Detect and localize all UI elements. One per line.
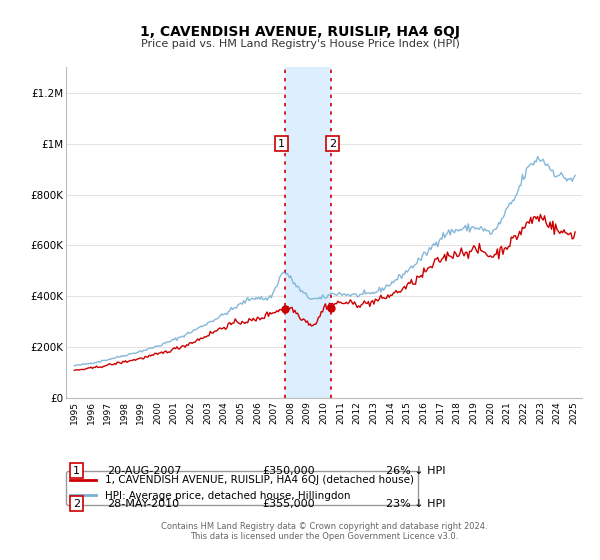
Text: 2: 2: [73, 498, 80, 508]
Text: Contains HM Land Registry data © Crown copyright and database right 2024.
This d: Contains HM Land Registry data © Crown c…: [161, 522, 487, 542]
Bar: [285, 67, 331, 398]
Text: 1, CAVENDISH AVENUE, RUISLIP, HA4 6QJ: 1, CAVENDISH AVENUE, RUISLIP, HA4 6QJ: [140, 25, 460, 39]
Text: 1: 1: [73, 465, 80, 475]
Text: £355,000: £355,000: [262, 498, 315, 508]
Text: 1: 1: [278, 139, 285, 148]
Text: 23% ↓ HPI: 23% ↓ HPI: [386, 498, 445, 508]
Text: £350,000: £350,000: [262, 465, 315, 475]
Text: Price paid vs. HM Land Registry's House Price Index (HPI): Price paid vs. HM Land Registry's House …: [140, 39, 460, 49]
Legend: 1, CAVENDISH AVENUE, RUISLIP, HA4 6QJ (detached house), HPI: Average price, deta: 1, CAVENDISH AVENUE, RUISLIP, HA4 6QJ (d…: [66, 471, 418, 505]
Text: 28-MAY-2010: 28-MAY-2010: [107, 498, 179, 508]
Text: 2: 2: [329, 139, 336, 148]
Text: 20-AUG-2007: 20-AUG-2007: [107, 465, 182, 475]
Text: 26% ↓ HPI: 26% ↓ HPI: [386, 465, 445, 475]
